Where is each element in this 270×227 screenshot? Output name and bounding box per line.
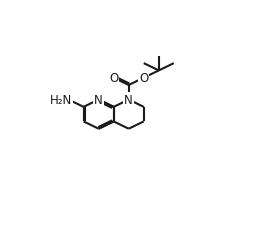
Text: N: N (124, 94, 133, 107)
Text: H₂N: H₂N (50, 94, 72, 107)
Text: O: O (139, 72, 149, 85)
Text: N: N (94, 94, 103, 107)
Text: O: O (109, 72, 118, 85)
